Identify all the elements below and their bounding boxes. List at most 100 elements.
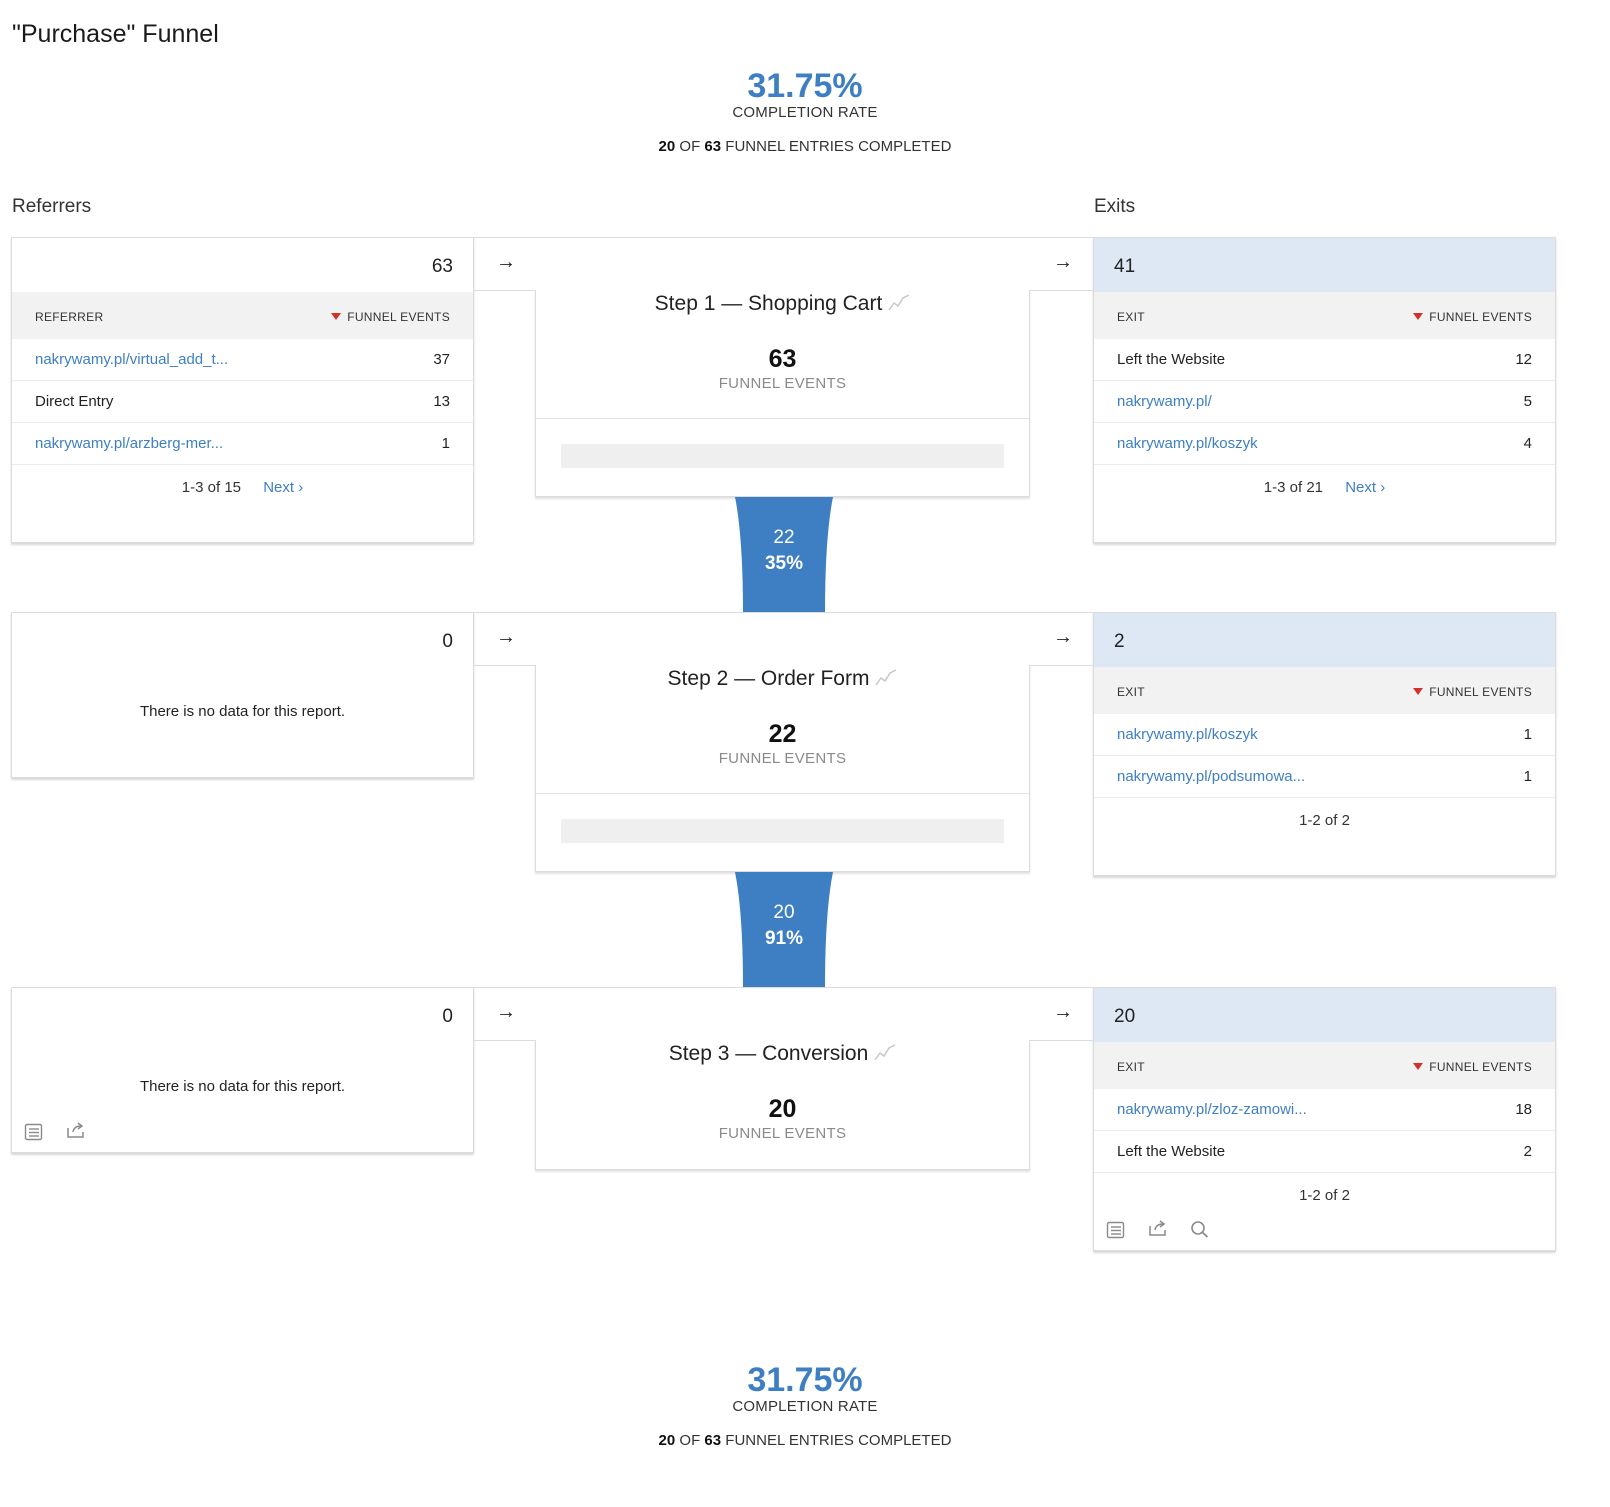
exits-pager: 1-3 of 21 Next › bbox=[1094, 479, 1555, 496]
arrow-in-icon: → bbox=[496, 1001, 516, 1023]
pager-range: 1-3 of 15 bbox=[181, 479, 242, 496]
flow-percent: 91% bbox=[764, 928, 804, 949]
sort-desc-icon bbox=[1413, 688, 1424, 695]
row-value: 18 bbox=[1515, 1101, 1532, 1118]
referrers-table-header: REFERRER FUNNEL EVENTS bbox=[12, 292, 473, 339]
row-label: Left the Website bbox=[1117, 1143, 1226, 1160]
step-count: 22 bbox=[768, 720, 797, 748]
completion-summary-bottom: 31.75% COMPLETION RATE 20 OF 63 FUNNEL E… bbox=[0, 1362, 1610, 1449]
arrow-in-icon: → bbox=[496, 626, 516, 648]
entries-suffix: FUNNEL ENTRIES COMPLETED bbox=[725, 138, 952, 155]
flow-shape bbox=[735, 872, 833, 988]
exits-pager: 1-2 of 2 bbox=[1094, 1187, 1555, 1204]
connector-right-line bbox=[1029, 290, 1093, 291]
completion-rate-label: COMPLETION RATE bbox=[732, 104, 878, 121]
step-title: Step 2 — Order Form bbox=[536, 667, 1029, 691]
no-data-message: There is no data for this report. bbox=[139, 1078, 346, 1095]
connector-top-line bbox=[474, 237, 1093, 238]
table-row[interactable]: Direct Entry 13 bbox=[12, 381, 473, 423]
row-label[interactable]: nakrywamy.pl/ bbox=[1117, 393, 1212, 410]
referrers-total: 0 bbox=[442, 631, 453, 652]
referrers-pager: 1-3 of 15 Next › bbox=[12, 479, 473, 496]
sort-desc-icon bbox=[1413, 1063, 1424, 1070]
completion-rate-label: COMPLETION RATE bbox=[732, 1398, 878, 1415]
funnel-events-column-header[interactable]: FUNNEL EVENTS bbox=[1413, 685, 1532, 699]
table-row[interactable]: nakrywamy.pl/ 5 bbox=[1094, 381, 1555, 423]
table-row[interactable]: Left the Website 12 bbox=[1094, 339, 1555, 381]
completed-count: 20 bbox=[658, 1432, 676, 1449]
entries-completed: 20 OF 63 FUNNEL ENTRIES COMPLETED bbox=[0, 138, 1610, 155]
table-view-icon[interactable] bbox=[1106, 1221, 1126, 1239]
sparkline-icon[interactable] bbox=[874, 1044, 896, 1062]
arrow-out-icon: → bbox=[1053, 251, 1073, 273]
of-word: OF bbox=[679, 138, 701, 155]
entries-suffix: FUNNEL ENTRIES COMPLETED bbox=[725, 1432, 952, 1449]
next-page-link[interactable]: Next › bbox=[263, 479, 304, 496]
export-icon[interactable] bbox=[66, 1121, 86, 1139]
pager-range: 1-2 of 2 bbox=[1299, 812, 1350, 829]
referrers-total: 0 bbox=[442, 1006, 453, 1027]
arrow-out-icon: → bbox=[1053, 626, 1073, 648]
exit-column-header[interactable]: EXIT bbox=[1117, 310, 1145, 324]
funnel-events-column-header[interactable]: FUNNEL EVENTS bbox=[331, 310, 450, 324]
exits-pager: 1-2 of 2 bbox=[1094, 812, 1555, 829]
of-word: OF bbox=[679, 1432, 701, 1449]
connector-left-line bbox=[474, 290, 536, 291]
referrers-total: 63 bbox=[431, 256, 453, 277]
exits-total: 41 bbox=[1114, 256, 1136, 277]
export-icon[interactable] bbox=[1148, 1219, 1168, 1237]
referrer-column-header[interactable]: REFERRER bbox=[35, 310, 104, 324]
step-unit: FUNNEL EVENTS bbox=[718, 375, 847, 392]
row-label: Direct Entry bbox=[35, 393, 114, 410]
exits-panel-step-1: 41 EXIT FUNNEL EVENTS Left the Website 1… bbox=[1093, 237, 1556, 543]
exit-column-header[interactable]: EXIT bbox=[1117, 1060, 1145, 1074]
exits-panel-step-2: 2 EXIT FUNNEL EVENTS nakrywamy.pl/koszyk… bbox=[1093, 612, 1556, 876]
row-value: 37 bbox=[433, 351, 450, 368]
table-row[interactable]: nakrywamy.pl/virtual_add_t... 37 bbox=[12, 339, 473, 381]
step-count: 63 bbox=[768, 345, 797, 373]
row-label[interactable]: nakrywamy.pl/koszyk bbox=[1117, 726, 1258, 743]
step-progress-bar bbox=[561, 819, 1004, 843]
table-row[interactable]: nakrywamy.pl/podsumowa... 1 bbox=[1094, 756, 1555, 798]
referrers-label: Referrers bbox=[12, 196, 92, 217]
row-label[interactable]: nakrywamy.pl/koszyk bbox=[1117, 435, 1258, 452]
sparkline-icon[interactable] bbox=[888, 294, 910, 312]
step-unit: FUNNEL EVENTS bbox=[718, 750, 847, 767]
exits-table-header: EXIT FUNNEL EVENTS bbox=[1094, 1042, 1555, 1089]
row-label[interactable]: nakrywamy.pl/arzberg-mer... bbox=[35, 435, 224, 452]
row-value: 1 bbox=[1523, 768, 1532, 785]
next-page-link[interactable]: Next › bbox=[1345, 479, 1386, 496]
row-label[interactable]: nakrywamy.pl/zloz-zamowi... bbox=[1117, 1101, 1307, 1118]
table-row[interactable]: nakrywamy.pl/koszyk 4 bbox=[1094, 423, 1555, 465]
table-row[interactable]: Left the Website 2 bbox=[1094, 1131, 1555, 1173]
row-value: 12 bbox=[1515, 351, 1532, 368]
step-count: 20 bbox=[768, 1095, 797, 1123]
table-view-icon[interactable] bbox=[24, 1123, 44, 1141]
table-row[interactable]: nakrywamy.pl/zloz-zamowi... 18 bbox=[1094, 1089, 1555, 1131]
sparkline-icon[interactable] bbox=[875, 669, 897, 687]
row-value: 1 bbox=[441, 435, 450, 452]
row-value: 5 bbox=[1523, 393, 1532, 410]
step-unit: FUNNEL EVENTS bbox=[718, 1125, 847, 1142]
row-label: Left the Website bbox=[1117, 351, 1226, 368]
row-value: 2 bbox=[1523, 1143, 1532, 1160]
exit-column-header[interactable]: EXIT bbox=[1117, 685, 1145, 699]
row-label[interactable]: nakrywamy.pl/podsumowa... bbox=[1117, 768, 1306, 785]
funnel-events-column-header[interactable]: FUNNEL EVENTS bbox=[1413, 1060, 1532, 1074]
funnel-events-column-header[interactable]: FUNNEL EVENTS bbox=[1413, 310, 1532, 324]
step-title: Step 3 — Conversion bbox=[536, 1042, 1029, 1066]
row-label[interactable]: nakrywamy.pl/virtual_add_t... bbox=[35, 351, 229, 368]
table-row[interactable]: nakrywamy.pl/arzberg-mer... 1 bbox=[12, 423, 473, 465]
step-title: Step 1 — Shopping Cart bbox=[536, 292, 1029, 316]
step-1-box: Step 1 — Shopping Cart 63 FUNNEL EVENTS bbox=[535, 290, 1030, 497]
pager-range: 1-3 of 21 bbox=[1263, 479, 1324, 496]
table-row[interactable]: nakrywamy.pl/koszyk 1 bbox=[1094, 714, 1555, 756]
entries-completed: 20 OF 63 FUNNEL ENTRIES COMPLETED bbox=[0, 1432, 1610, 1449]
step-progress-bar bbox=[561, 444, 1004, 468]
completion-rate-value: 31.75% bbox=[747, 1361, 863, 1399]
search-icon[interactable] bbox=[1190, 1220, 1210, 1238]
sort-desc-icon bbox=[1413, 313, 1424, 320]
entries-count: 63 bbox=[704, 138, 722, 155]
completion-rate-value: 31.75% bbox=[747, 67, 863, 105]
arrow-in-icon: → bbox=[496, 251, 516, 273]
